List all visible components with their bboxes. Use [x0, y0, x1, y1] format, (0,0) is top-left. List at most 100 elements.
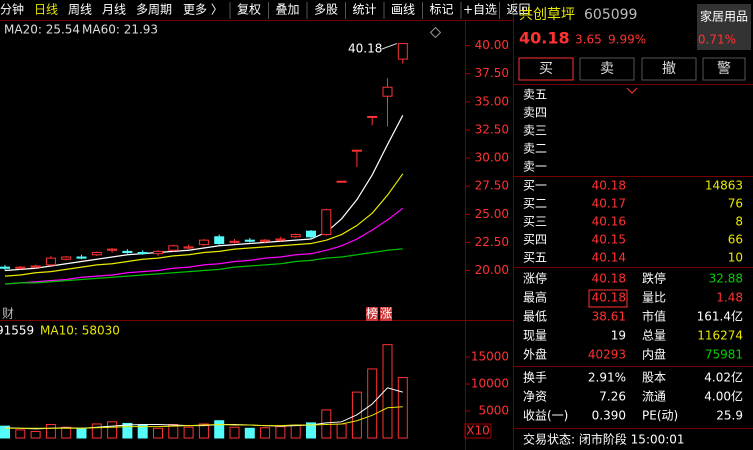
bid-volume: 14863 [705, 179, 743, 193]
candle-body [137, 252, 148, 255]
bid-price: 40.15 [592, 233, 626, 247]
volume-bar [122, 422, 133, 439]
event-marker[interactable]: 财 [2, 307, 14, 321]
volume-bar [260, 427, 271, 439]
toolbar-button[interactable]: 叠加 [275, 3, 299, 17]
volume-bar [183, 426, 194, 439]
candle-body [321, 209, 332, 236]
stat-label: 量比 [642, 291, 666, 305]
stat-value: 40.18 [592, 291, 626, 305]
stat-value: 75981 [705, 348, 743, 362]
fund-value: 0.390 [592, 409, 626, 423]
candle-body [214, 236, 225, 245]
volume-bar [306, 422, 316, 439]
bid-label: 买五 [523, 251, 547, 265]
bid-price: 40.17 [592, 197, 626, 211]
volume-bar [30, 431, 41, 439]
candle-body [336, 180, 347, 183]
unit-label: X10 [466, 424, 490, 438]
change-pct: 9.99% [608, 33, 646, 47]
candle-body [198, 239, 209, 246]
sector[interactable]: 家居用品 [700, 9, 748, 24]
stat-value: 38.61 [592, 310, 626, 324]
toolbar-button[interactable]: 统计 [352, 3, 376, 17]
ask-label: 卖五 [523, 88, 547, 102]
volume-bar [244, 427, 255, 439]
candle-body [351, 149, 362, 152]
bid-label: 买三 [523, 215, 547, 229]
ma-line [4, 207, 404, 285]
bid-label: 买二 [523, 197, 547, 211]
candle-body [76, 256, 87, 259]
toolbar-button[interactable]: +自选 [463, 3, 497, 17]
y-tick-label: 10000 [471, 377, 509, 391]
period-tab[interactable]: 多周期 [136, 3, 172, 17]
y-tick-label: 27.50 [475, 179, 509, 193]
y-tick-label: 30.00 [475, 151, 509, 165]
candle-body [15, 266, 26, 269]
candle-body [168, 245, 179, 251]
candle-body [367, 115, 378, 118]
ma-line [4, 115, 404, 272]
action-button[interactable] [579, 57, 635, 81]
toolbar-button[interactable]: 复权 [237, 3, 261, 17]
candle-body [91, 252, 102, 256]
volume-bar [214, 420, 225, 439]
candle-body [30, 265, 41, 268]
toolbar-button[interactable]: 画线 [391, 3, 415, 17]
candle-body [61, 256, 72, 260]
event-marker[interactable]: 涨 [380, 306, 392, 321]
toolbar-button[interactable]: 多股 [314, 3, 338, 17]
volume-bar [15, 429, 26, 439]
highlight-box [588, 289, 628, 308]
ask-label: 卖三 [523, 124, 547, 138]
fund-label: 换手 [523, 371, 547, 385]
stock-code: 605099 [584, 7, 637, 23]
bid-label: 买四 [523, 233, 547, 247]
event-marker[interactable]: 榜 [366, 306, 378, 321]
stat-label: 外盘 [523, 347, 547, 362]
period-tab[interactable]: 日线 [34, 3, 58, 17]
candle-body [275, 238, 286, 241]
expand-arrow[interactable] [626, 87, 638, 94]
stock-name: 共创草坪 [519, 7, 575, 23]
stat-value: 1.48 [716, 291, 743, 305]
marker-bg [366, 307, 378, 321]
action-button[interactable] [518, 57, 574, 81]
volume-bar [137, 424, 148, 439]
icon[interactable] [429, 26, 442, 39]
fund-label: 流通 [642, 390, 666, 404]
volume-bar [397, 377, 408, 439]
period-tab[interactable]: 更多 〉 [183, 3, 223, 17]
toolbar-button[interactable]: 标记 [429, 3, 453, 17]
fund-value: 25.9 [716, 409, 743, 423]
stat-value: 19 [611, 329, 626, 343]
bid-volume: 76 [728, 197, 743, 211]
candle-body [260, 239, 271, 242]
action-button[interactable] [641, 57, 697, 81]
stat-value: 32.88 [709, 272, 743, 286]
fund-value: 4.02亿 [704, 370, 743, 385]
candle-body [306, 230, 316, 238]
period-tab[interactable]: 月线 [102, 3, 126, 17]
action-label[interactable]: 卖 [600, 61, 614, 77]
bid-label: 买一 [523, 179, 547, 193]
period-tab[interactable]: 分钟 [0, 2, 24, 17]
bid-price: 40.16 [592, 215, 626, 229]
stat-label: 市值 [642, 309, 666, 324]
action-button[interactable] [702, 57, 746, 81]
stat-value: 161.4亿 [697, 309, 743, 324]
action-label[interactable]: 买 [539, 61, 553, 77]
sector-box[interactable] [697, 4, 751, 50]
toolbar-button[interactable]: 返回 [506, 3, 530, 17]
stat-label: 总量 [642, 329, 666, 343]
period-tab[interactable]: 周线 [68, 3, 92, 17]
candle-body [229, 240, 240, 243]
stat-label: 最低 [523, 310, 547, 324]
annotation-arrow [381, 43, 397, 50]
action-label[interactable]: 撤 [662, 61, 676, 77]
action-label[interactable]: 警 [717, 61, 731, 77]
y-tick-label: 15000 [471, 350, 509, 364]
volume-bar [76, 427, 87, 439]
stat-value: 116274 [697, 329, 743, 343]
